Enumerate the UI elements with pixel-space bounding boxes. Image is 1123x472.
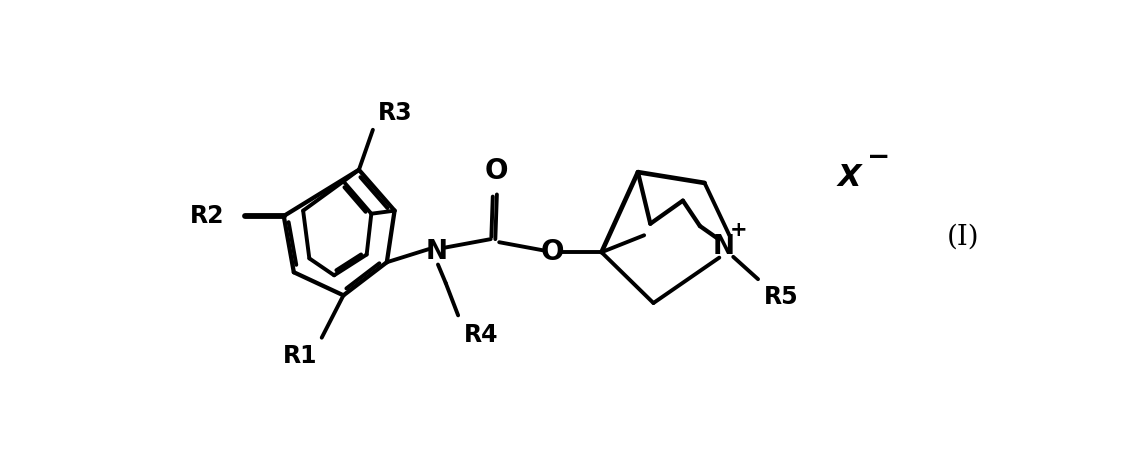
Text: R2: R2 — [190, 204, 225, 228]
Text: X: X — [838, 163, 861, 192]
Text: −: − — [867, 143, 889, 171]
Text: (I): (I) — [947, 223, 979, 250]
Text: O: O — [541, 238, 565, 266]
Text: R1: R1 — [283, 344, 317, 368]
Text: R4: R4 — [464, 323, 499, 347]
Text: O: O — [485, 157, 509, 185]
Text: R5: R5 — [765, 286, 798, 309]
Text: R3: R3 — [377, 101, 412, 125]
Text: N: N — [426, 239, 447, 265]
Text: +: + — [730, 220, 748, 240]
Text: N: N — [712, 234, 734, 260]
